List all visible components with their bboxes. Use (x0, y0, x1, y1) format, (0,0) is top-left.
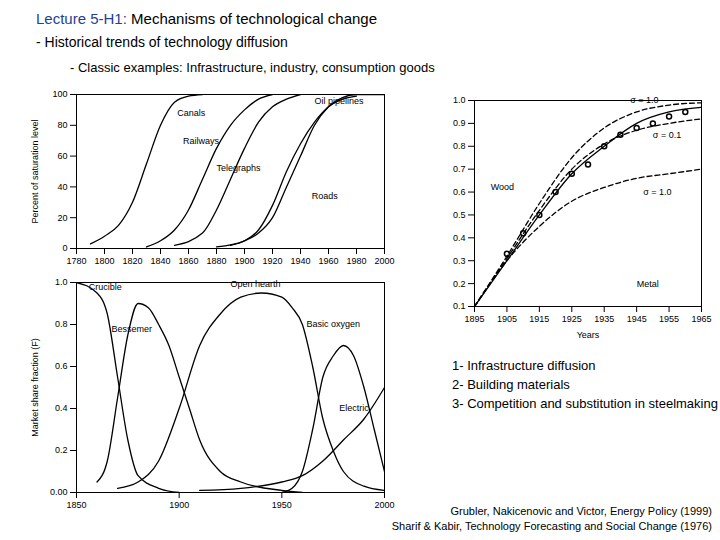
svg-text:1800: 1800 (94, 256, 114, 266)
svg-text:Years: Years (577, 330, 600, 340)
svg-text:1920: 1920 (262, 256, 282, 266)
svg-text:Electric: Electric (339, 403, 369, 413)
svg-text:0.8: 0.8 (55, 319, 68, 329)
svg-text:0.4: 0.4 (55, 403, 68, 413)
html-text:1- Infrastructure diffusion: 1- Infrastructure diffusion (452, 358, 596, 373)
svg-text:0.1: 0.1 (453, 301, 466, 311)
svg-text:Metal: Metal (637, 278, 659, 288)
svg-text:Railways: Railways (183, 136, 220, 146)
html-text:2- Building materials: 2- Building materials (452, 377, 570, 392)
svg-text:σ = 0.1: σ = 0.1 (653, 130, 681, 140)
svg-text:0.9: 0.9 (453, 118, 466, 128)
html-text:Grubler, Nakicenovic and Victo: Grubler, Nakicenovic and Victor, Energy … (450, 505, 712, 517)
html-text:Sharif & Kabir, Technology For: Sharif & Kabir, Technology Forecasting a… (391, 520, 712, 532)
html-text:- Historical trends of technol: - Historical trends of technology diffus… (36, 34, 288, 50)
svg-text:0.6: 0.6 (453, 187, 466, 197)
svg-text:1780: 1780 (66, 256, 86, 266)
svg-text:Open hearth: Open hearth (231, 279, 281, 289)
svg-text:20: 20 (57, 213, 67, 223)
svg-text:1895: 1895 (464, 314, 484, 324)
svg-text:100: 100 (52, 89, 67, 99)
svg-text:Crucible: Crucible (89, 282, 122, 292)
svg-text:1960: 1960 (318, 256, 338, 266)
svg-text:Canals: Canals (177, 108, 206, 118)
html-text:- Classic examples: Infrastruc: - Classic examples: Infrastructure, indu… (70, 60, 435, 75)
svg-text:1935: 1935 (594, 314, 614, 324)
html-text:Lecture 5-H1: Mechanisms of te: Lecture 5-H1: Mechanisms of technologica… (36, 10, 377, 27)
svg-text:0.8: 0.8 (453, 141, 466, 151)
svg-text:1905: 1905 (497, 314, 517, 324)
svg-text:1.0: 1.0 (55, 277, 68, 287)
svg-text:1980: 1980 (346, 256, 366, 266)
svg-text:1945: 1945 (627, 314, 647, 324)
svg-text:2000: 2000 (374, 256, 394, 266)
svg-text:Percent of saturation level: Percent of saturation level (30, 119, 40, 223)
svg-text:0.5: 0.5 (453, 210, 466, 220)
svg-text:1900: 1900 (234, 256, 254, 266)
svg-text:1.0: 1.0 (453, 95, 466, 105)
svg-text:1940: 1940 (290, 256, 310, 266)
svg-text:Market share fraction (F): Market share fraction (F) (30, 338, 40, 437)
svg-text:σ = 1.0: σ = 1.0 (643, 187, 671, 197)
svg-text:σ = 1.0: σ = 1.0 (630, 95, 658, 105)
svg-text:1950: 1950 (272, 500, 292, 510)
svg-text:1955: 1955 (659, 314, 679, 324)
svg-text:0.3: 0.3 (453, 256, 466, 266)
svg-text:0.7: 0.7 (453, 164, 466, 174)
svg-text:1925: 1925 (562, 314, 582, 324)
svg-text:Telegraphs: Telegraphs (217, 163, 262, 173)
svg-text:60: 60 (57, 151, 67, 161)
svg-text:0: 0 (62, 243, 67, 253)
svg-text:2000: 2000 (374, 500, 394, 510)
svg-text:0.2: 0.2 (55, 445, 68, 455)
svg-text:0.00: 0.00 (50, 487, 68, 497)
svg-text:0.6: 0.6 (55, 361, 68, 371)
svg-text:Wood: Wood (491, 182, 514, 192)
svg-text:1965: 1965 (691, 314, 711, 324)
svg-text:1915: 1915 (529, 314, 549, 324)
svg-text:0.4: 0.4 (453, 233, 466, 243)
html-text:3- Competition and substitutio: 3- Competition and substitution in steel… (452, 396, 718, 411)
svg-text:1900: 1900 (169, 500, 189, 510)
svg-text:Basic oxygen: Basic oxygen (306, 319, 360, 329)
svg-text:1880: 1880 (206, 256, 226, 266)
svg-text:1820: 1820 (122, 256, 142, 266)
svg-text:1860: 1860 (178, 256, 198, 266)
svg-text:80: 80 (57, 120, 67, 130)
svg-text:1850: 1850 (66, 500, 86, 510)
svg-text:0.2: 0.2 (453, 278, 466, 288)
svg-text:Roads: Roads (312, 191, 339, 201)
svg-text:1840: 1840 (150, 256, 170, 266)
svg-text:40: 40 (57, 182, 67, 192)
svg-text:Bessemer: Bessemer (111, 324, 152, 334)
svg-text:Oil pipelines: Oil pipelines (315, 96, 365, 106)
